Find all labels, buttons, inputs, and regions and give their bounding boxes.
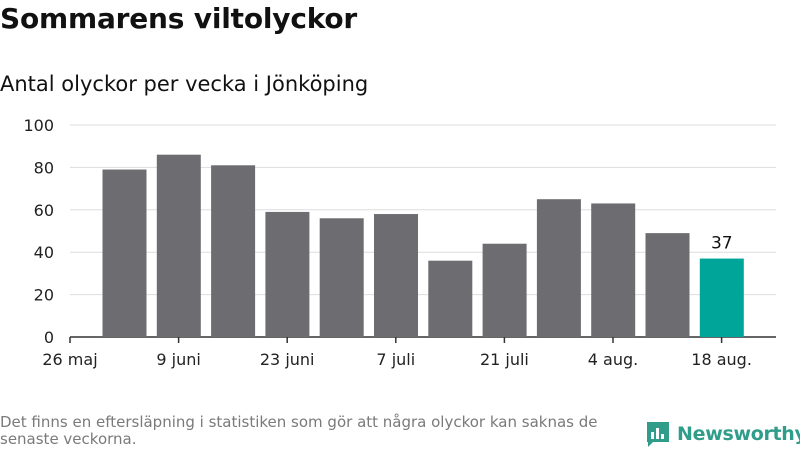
x-tick-label: 21 juli	[480, 350, 529, 369]
y-tick-labels: 0 20 40 60 80 100	[23, 116, 54, 347]
newsworthy-logo-icon	[647, 422, 669, 447]
chart-subtitle: Antal olyckor per vecka i Jönköping	[0, 72, 369, 96]
y-tick-label: 20	[34, 286, 54, 305]
logo-text: Newsworthy	[677, 423, 800, 445]
data-label: 37	[711, 234, 733, 254]
y-tick-label: 0	[44, 328, 54, 347]
bar	[319, 218, 364, 337]
bar-chart: 0 20 40 60 80 100 26 maj 9 juni 23 juni 7 juli 21…	[23, 116, 776, 369]
bar-highlighted	[699, 258, 744, 337]
x-tick-label: 4 aug.	[588, 350, 638, 369]
x-tick-labels: 26 maj 9 juni 23 juni 7 juli 21 juli 4 aug. 18…	[42, 337, 752, 369]
bar	[102, 169, 147, 337]
y-tick-label: 100	[23, 116, 54, 135]
bar	[428, 260, 473, 337]
bar	[374, 214, 418, 337]
newsworthy-logo: Newsworthy	[645, 420, 800, 448]
bar	[591, 203, 636, 337]
bars	[102, 154, 744, 337]
data-labels: 37	[711, 234, 733, 254]
y-tick-label: 60	[34, 201, 54, 220]
x-tick-label: 26 maj	[42, 350, 97, 369]
x-tick-label: 7 juli	[376, 350, 415, 369]
chart-title: Sommarens viltolyckor	[0, 2, 358, 35]
bar	[211, 165, 256, 337]
bar	[156, 154, 201, 337]
bar	[645, 233, 690, 337]
bar	[265, 211, 310, 337]
x-tick-label: 23 juni	[260, 350, 315, 369]
bar	[482, 243, 527, 337]
y-tick-label: 80	[34, 158, 54, 177]
x-tick-label: 18 aug.	[691, 350, 752, 369]
y-tick-label: 40	[34, 243, 54, 262]
bar	[536, 199, 581, 337]
x-tick-label: 9 juni	[156, 350, 200, 369]
footnote: Det finns en eftersläpning i statistiken…	[0, 413, 598, 448]
